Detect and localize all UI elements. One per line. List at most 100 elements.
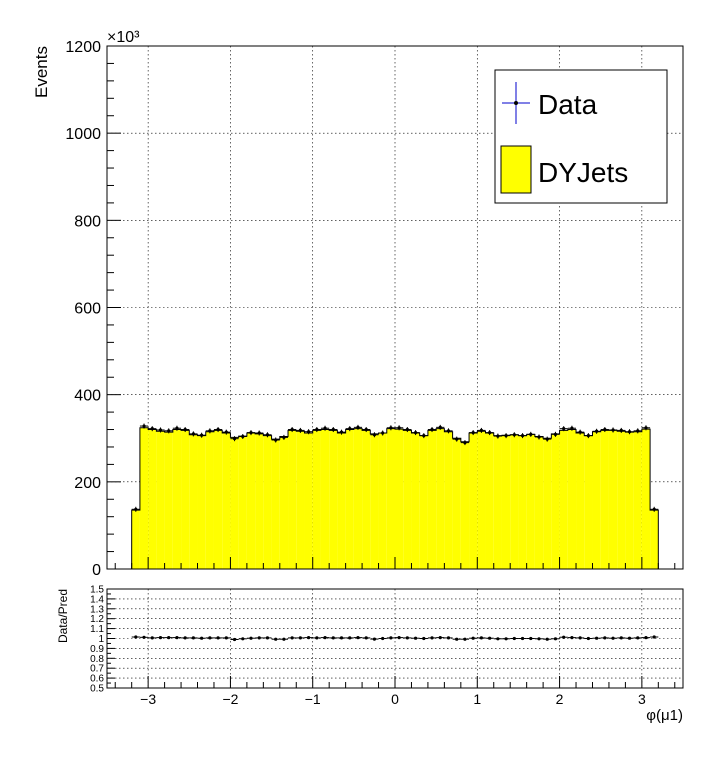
dyjets-bar (288, 430, 297, 569)
data-point (576, 429, 585, 435)
dyjets-bar (271, 439, 280, 569)
dyjets-bar (534, 436, 544, 569)
data-point (534, 434, 544, 440)
ratio-point (559, 635, 568, 639)
data-point (526, 431, 535, 437)
data-point (386, 425, 395, 431)
ratio-point (246, 636, 256, 640)
dyjets-bar (279, 436, 289, 569)
dyjets-bar (172, 429, 182, 569)
ratio-point (156, 636, 165, 640)
ratio-point (205, 636, 214, 640)
ratio-y-tick-label: 1.4 (90, 594, 104, 605)
dyjets-bar (238, 436, 247, 569)
data-point (263, 432, 272, 438)
ratio-y-tick-label: 1.2 (90, 614, 104, 625)
data-point (353, 424, 363, 430)
ratio-point (469, 636, 478, 640)
data-point (452, 436, 461, 442)
dyjets-bar (386, 428, 395, 569)
x-tick-label: −1 (305, 691, 321, 707)
data-point (584, 433, 593, 439)
dyjets-bar (584, 435, 593, 569)
ratio-point (181, 636, 190, 640)
data-point (617, 427, 626, 433)
dyjets-bar (485, 433, 494, 569)
data-point (543, 436, 552, 442)
ratio-point (139, 635, 149, 639)
dyjets-bar (230, 437, 239, 569)
ratio-x-axis: −3 −2 −1 0 1 2 3 (114, 676, 676, 707)
ratio-point (312, 636, 321, 640)
ratio-y-tick-label: 1.5 (90, 585, 104, 596)
dyjets-bar (131, 510, 140, 569)
data-point (238, 434, 247, 440)
ratio-point (584, 636, 593, 641)
dyjets-bar (197, 435, 206, 569)
dyjets-bar (312, 430, 321, 569)
dyjets-bar (411, 433, 420, 569)
data-point (444, 428, 453, 434)
y-tick-label: 400 (74, 388, 101, 405)
ratio-point (378, 636, 387, 641)
data-point (172, 425, 182, 431)
ratio-point (279, 637, 289, 641)
ratio-point (650, 635, 659, 639)
dyjets-bar (419, 435, 428, 569)
y-axis-multiplier: ×10³ (107, 29, 140, 46)
x-tick-label: 0 (391, 691, 399, 707)
dyjets-bar (444, 431, 453, 569)
dyjets-bar (263, 435, 272, 569)
ratio-y-tick-label: 0.9 (90, 644, 104, 655)
dyjets-bar (501, 435, 511, 569)
data-point (427, 427, 437, 433)
dyjets-bar (148, 429, 157, 569)
data-point (362, 427, 371, 433)
dyjets-bar (370, 433, 379, 569)
ratio-point (567, 636, 577, 640)
x-tick-label: −2 (222, 691, 238, 707)
ratio-y-tick-label: 0.5 (90, 684, 104, 695)
legend-data-marker (502, 82, 530, 124)
x-axis-title: φ(μ1) (646, 707, 683, 724)
ratio-y-tick-label: 0.6 (90, 674, 104, 685)
dyjets-bar (403, 430, 412, 569)
ratio-point (296, 636, 305, 640)
ratio-point (288, 636, 297, 640)
y-tick-label: 200 (74, 475, 101, 492)
dyjets-bar (617, 431, 626, 569)
data-point (641, 425, 651, 431)
data-point (312, 427, 321, 433)
data-point (213, 427, 223, 433)
ratio-point (460, 637, 470, 641)
ratio-point (320, 636, 330, 640)
ratio-point (543, 637, 552, 641)
data-point (337, 429, 346, 435)
dyjets-bar (181, 430, 190, 569)
dyjets-bar (460, 441, 470, 569)
data-point (592, 428, 601, 434)
ratio-y-tick-label: 0.8 (90, 654, 104, 665)
y-tick-label: 0 (92, 562, 101, 579)
dyjets-bar (189, 434, 198, 569)
data-point (419, 433, 428, 439)
dyjets-bar (436, 428, 445, 569)
ratio-point (501, 637, 511, 641)
ratio-point (255, 636, 264, 640)
dyjets-bar (526, 434, 535, 569)
data-point (600, 427, 609, 433)
x-tick-label: 3 (638, 691, 646, 707)
ratio-point (213, 636, 223, 640)
ratio-point (510, 636, 519, 641)
data-point (493, 433, 502, 439)
ratio-point (304, 636, 313, 640)
ratio-point (526, 636, 535, 641)
y-tick-label: 1200 (65, 39, 101, 56)
dyjets-bar (353, 428, 363, 569)
data-point (205, 428, 214, 434)
ratio-point (600, 636, 609, 640)
legend-data-label: Data (538, 89, 598, 120)
dyjets-bar (551, 433, 560, 569)
data-point (411, 430, 420, 436)
